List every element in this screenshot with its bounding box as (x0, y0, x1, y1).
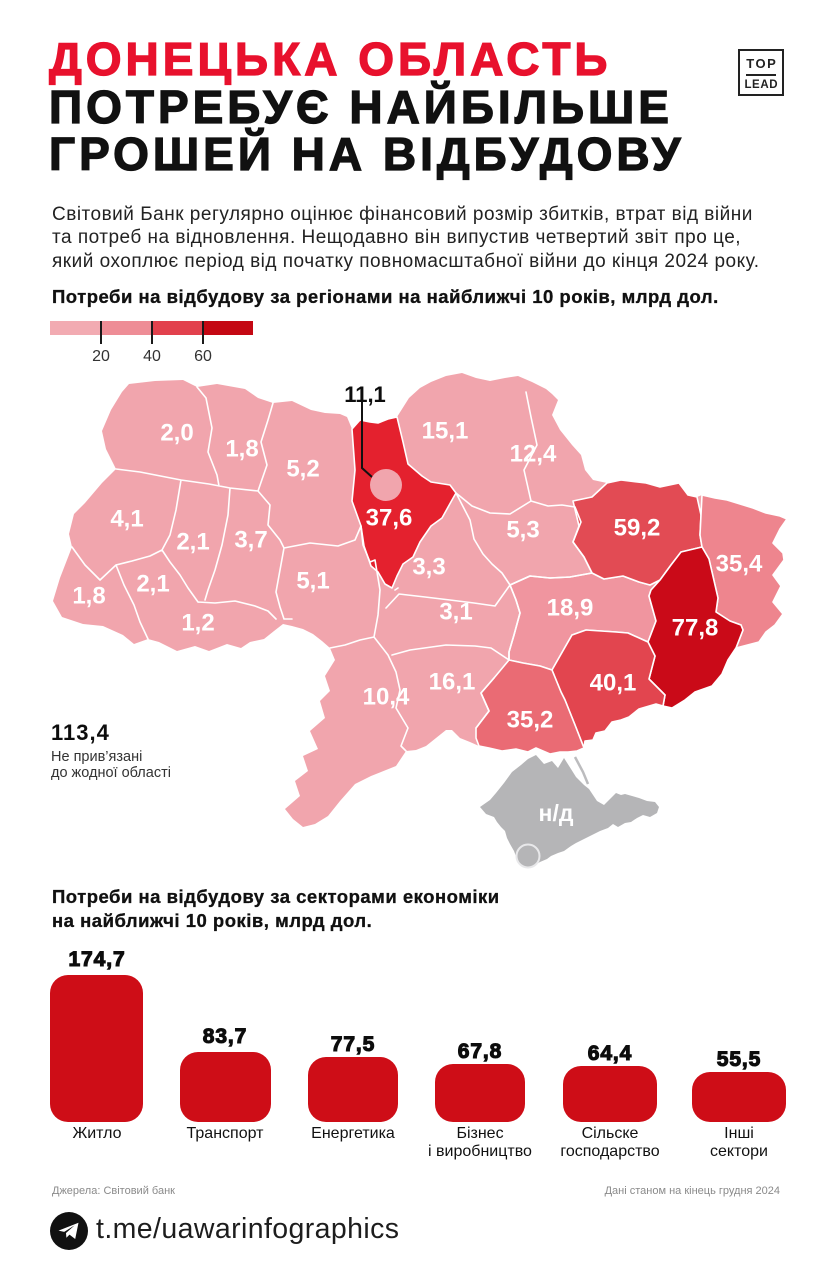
svg-text:1,8: 1,8 (72, 582, 105, 609)
svg-text:2,0: 2,0 (160, 419, 193, 446)
svg-text:Не прив’язані: Не прив’язані (51, 749, 142, 765)
svg-text:35,2: 35,2 (507, 706, 554, 733)
svg-text:40,1: 40,1 (590, 669, 637, 696)
svg-text:16,1: 16,1 (429, 668, 476, 695)
svg-text:до жодної області: до жодної області (51, 765, 171, 781)
svg-text:37,6: 37,6 (366, 504, 413, 531)
svg-text:11,1: 11,1 (344, 382, 386, 407)
svg-text:н/д: н/д (539, 800, 574, 826)
svg-text:18,9: 18,9 (547, 594, 594, 621)
svg-text:15,1: 15,1 (422, 417, 469, 444)
svg-text:12,4: 12,4 (510, 440, 557, 467)
svg-text:5,2: 5,2 (286, 455, 319, 482)
svg-text:2,1: 2,1 (176, 528, 209, 555)
svg-text:4,1: 4,1 (110, 505, 143, 532)
svg-text:3,3: 3,3 (412, 553, 445, 580)
svg-text:1,8: 1,8 (225, 435, 258, 462)
svg-text:1,2: 1,2 (181, 609, 214, 636)
svg-text:2,1: 2,1 (136, 570, 169, 597)
svg-text:3,7: 3,7 (234, 526, 267, 553)
svg-text:5,3: 5,3 (506, 516, 539, 543)
svg-text:77,8: 77,8 (672, 614, 719, 641)
svg-text:5,1: 5,1 (296, 567, 329, 594)
svg-text:10,4: 10,4 (363, 683, 410, 710)
svg-text:35,4: 35,4 (716, 550, 763, 577)
svg-text:113,4: 113,4 (51, 720, 110, 745)
svg-text:3,1: 3,1 (439, 598, 472, 625)
svg-text:59,2: 59,2 (614, 514, 661, 541)
